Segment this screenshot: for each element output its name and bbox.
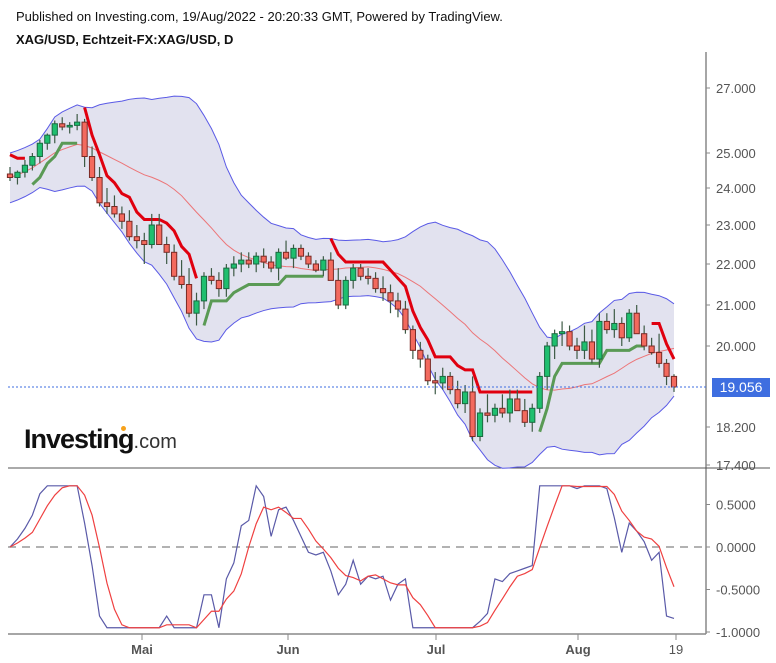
svg-text:22.000: 22.000 bbox=[716, 257, 756, 272]
price-axis: 27.000 25.000 24.000 23.000 22.000 21.000 20.0… bbox=[706, 81, 756, 473]
svg-text:-1.0000: -1.0000 bbox=[716, 625, 760, 640]
svg-text:0.5000: 0.5000 bbox=[716, 498, 756, 513]
svg-text:18.200: 18.200 bbox=[716, 420, 756, 435]
svg-text:17.400: 17.400 bbox=[716, 458, 756, 473]
symbol-title: XAG/USD, Echtzeit-FX:XAG/USD, D bbox=[16, 32, 234, 47]
svg-text:19: 19 bbox=[669, 642, 683, 657]
oscillator-panel: 0.5000 0.0000 -0.5000 -1.0000 bbox=[8, 484, 760, 640]
time-axis: Mai Jun Jul Aug 19 bbox=[131, 634, 683, 657]
svg-text:Aug: Aug bbox=[565, 642, 590, 657]
svg-text:21.000: 21.000 bbox=[716, 298, 756, 313]
svg-text:23.000: 23.000 bbox=[716, 218, 756, 233]
trailing-stop bbox=[9, 107, 676, 433]
svg-text:Jul: Jul bbox=[427, 642, 446, 657]
investing-logo: Investing.com bbox=[24, 424, 177, 455]
logo-suffix: .com bbox=[133, 431, 177, 453]
svg-text:Mai: Mai bbox=[131, 642, 153, 657]
svg-text:Jun: Jun bbox=[276, 642, 299, 657]
logo-brand: Investing bbox=[24, 424, 135, 454]
published-note: Published on Investing.com, 19/Aug/2022 … bbox=[16, 9, 503, 24]
svg-text:-0.5000: -0.5000 bbox=[716, 583, 760, 598]
svg-text:0.0000: 0.0000 bbox=[716, 540, 756, 555]
logo-accent-dot bbox=[121, 426, 126, 431]
last-price-tag: 19.056 bbox=[712, 378, 770, 397]
svg-text:25.000: 25.000 bbox=[716, 146, 756, 161]
svg-text:20.000: 20.000 bbox=[716, 339, 756, 354]
svg-text:27.000: 27.000 bbox=[716, 81, 756, 96]
svg-text:24.000: 24.000 bbox=[716, 181, 756, 196]
bollinger-bands bbox=[9, 95, 675, 469]
